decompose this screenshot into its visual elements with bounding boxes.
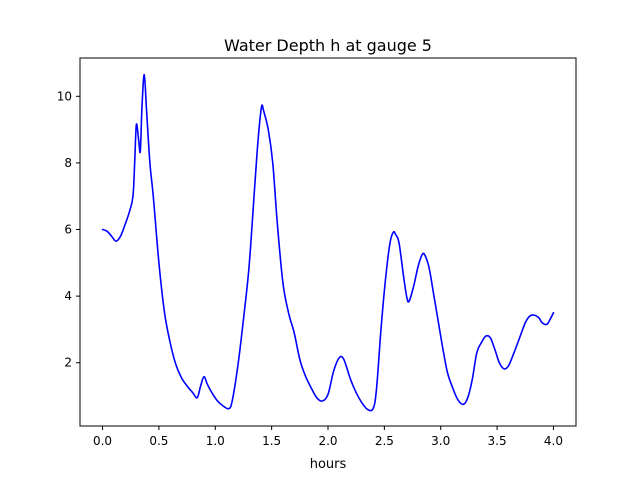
series-layer xyxy=(101,73,555,412)
plot-area xyxy=(79,57,577,427)
x-tick-label: 2.0 xyxy=(318,434,337,448)
y-tick-label: 4 xyxy=(64,289,72,303)
x-tick-label: 2.5 xyxy=(375,434,394,448)
y-tick-label: 10 xyxy=(57,89,72,103)
series-line xyxy=(101,73,555,412)
x-tick-label: 0.5 xyxy=(149,434,168,448)
axes-background xyxy=(80,58,576,426)
y-tick-label: 8 xyxy=(64,156,72,170)
x-tick-label: 4.0 xyxy=(544,434,563,448)
y-tick-label: 6 xyxy=(64,223,72,237)
y-tick-label: 2 xyxy=(64,356,72,370)
y-axis: 2 4 6 8 10 xyxy=(57,89,80,370)
x-tick-label: 1.5 xyxy=(262,434,281,448)
x-tick-label: 1.0 xyxy=(206,434,225,448)
chart-title: Water Depth h at gauge 5 xyxy=(224,36,432,55)
x-axis: 0.0 0.5 1.0 1.5 2.0 2.5 3.0 3.5 4.0 xyxy=(93,426,563,448)
x-axis-label: hours xyxy=(310,457,347,472)
x-tick-label: 3.0 xyxy=(431,434,450,448)
x-tick-label: 0.0 xyxy=(93,434,112,448)
x-tick-label: 3.5 xyxy=(488,434,507,448)
